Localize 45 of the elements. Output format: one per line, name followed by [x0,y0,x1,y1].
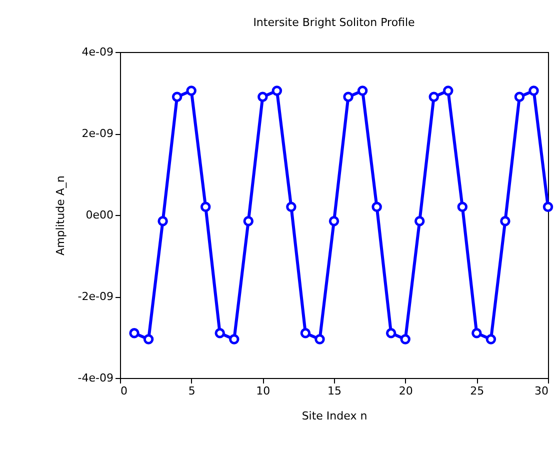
y-tick-label: 2e-09 [82,127,114,140]
point [314,334,325,344]
point [457,202,468,212]
point [214,328,225,338]
x-tick-label: 10 [256,384,270,398]
x-tick-label: 15 [328,384,342,398]
point [472,328,482,338]
point [200,202,211,212]
point [500,216,510,226]
x-tick-label: 20 [398,384,413,398]
x-tick-label: 0 [120,384,128,398]
point [272,86,282,96]
chart-title: Intersite Bright Soliton Profile [253,16,416,29]
point [286,202,296,212]
y-tick-label: 0e00 [86,208,114,222]
y-axis-title: Amplitude A_n [54,176,67,256]
point [357,86,368,96]
point [514,92,525,102]
x-tick-label: 25 [470,384,484,398]
point [229,334,240,344]
y-tick-label: 4e-09 [82,46,114,58]
point [343,92,354,102]
point [328,216,340,226]
point [300,328,311,338]
y-tick-label: -2e-09 [78,290,114,303]
point [158,216,168,226]
x-axis-title: Site Index n [302,410,368,422]
x-tick-label: 5 [188,384,196,398]
point [386,328,396,338]
point [143,334,154,344]
point [186,86,196,96]
point [172,92,182,102]
point [486,334,496,344]
point [414,216,425,226]
point [129,328,140,338]
point [243,216,254,226]
point [443,86,454,96]
point [372,202,382,212]
point [528,86,539,96]
point [428,92,439,102]
point [542,202,554,212]
point [400,334,410,344]
x-tick-label: 30 [534,384,548,398]
point [258,92,268,102]
y-tick-label: -4e-09 [78,372,114,384]
